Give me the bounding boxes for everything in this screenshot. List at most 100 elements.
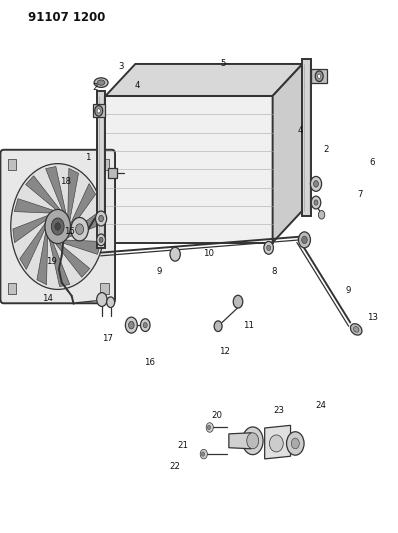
Circle shape (125, 317, 137, 333)
Text: 1: 1 (85, 153, 90, 161)
Text: 13: 13 (367, 313, 378, 321)
Bar (100, 283, 109, 294)
Text: 5: 5 (220, 60, 226, 68)
Text: 14: 14 (42, 294, 53, 303)
Text: 22: 22 (170, 462, 181, 471)
Polygon shape (48, 234, 90, 277)
Text: 24: 24 (315, 401, 326, 409)
Polygon shape (105, 96, 273, 243)
Polygon shape (265, 425, 291, 459)
Text: 18: 18 (60, 177, 71, 185)
Circle shape (140, 319, 150, 332)
Circle shape (206, 423, 213, 432)
Ellipse shape (350, 324, 362, 335)
Circle shape (143, 322, 147, 328)
Circle shape (71, 217, 88, 241)
Circle shape (99, 215, 103, 222)
Text: 9: 9 (345, 286, 351, 295)
Circle shape (55, 223, 60, 230)
Text: 11: 11 (243, 321, 254, 329)
Circle shape (233, 295, 243, 308)
Circle shape (170, 247, 180, 261)
Circle shape (310, 176, 322, 191)
Polygon shape (14, 199, 63, 214)
Text: 20: 20 (211, 411, 222, 420)
Text: 10: 10 (203, 249, 215, 257)
Circle shape (302, 236, 307, 244)
Polygon shape (67, 168, 78, 234)
Circle shape (264, 241, 273, 254)
Polygon shape (46, 166, 69, 227)
Polygon shape (63, 183, 96, 239)
FancyBboxPatch shape (0, 150, 115, 303)
Polygon shape (37, 219, 48, 285)
Text: 6: 6 (369, 158, 375, 167)
Text: 16: 16 (144, 358, 155, 367)
Polygon shape (229, 433, 251, 449)
Circle shape (311, 196, 321, 209)
Text: 21: 21 (178, 441, 189, 449)
Circle shape (318, 74, 321, 78)
Bar (8, 159, 16, 170)
Text: 7: 7 (357, 190, 363, 199)
Circle shape (76, 224, 84, 235)
Circle shape (242, 427, 263, 455)
Circle shape (45, 209, 70, 244)
Circle shape (314, 181, 318, 187)
Polygon shape (58, 211, 103, 241)
Text: 9: 9 (156, 268, 162, 276)
Circle shape (201, 452, 205, 456)
Polygon shape (273, 64, 302, 243)
Circle shape (207, 425, 211, 430)
Polygon shape (25, 176, 67, 219)
Circle shape (96, 211, 107, 226)
Text: 4: 4 (298, 126, 303, 135)
Ellipse shape (98, 80, 105, 85)
Circle shape (314, 200, 318, 205)
Polygon shape (47, 227, 70, 287)
Text: 23: 23 (273, 406, 284, 415)
Polygon shape (105, 64, 302, 96)
Circle shape (267, 245, 271, 251)
Circle shape (11, 164, 105, 289)
Circle shape (51, 218, 64, 235)
Circle shape (287, 432, 304, 455)
Bar (108, 168, 117, 178)
Circle shape (200, 449, 207, 459)
Polygon shape (97, 91, 105, 248)
Polygon shape (52, 239, 101, 254)
Circle shape (129, 321, 134, 329)
Text: 12: 12 (219, 348, 230, 356)
Polygon shape (93, 104, 105, 117)
Circle shape (97, 293, 107, 306)
Polygon shape (20, 214, 52, 270)
Text: 3: 3 (119, 62, 124, 71)
Circle shape (315, 71, 323, 82)
Text: 91107 1200: 91107 1200 (28, 11, 105, 23)
Ellipse shape (94, 78, 108, 87)
Polygon shape (13, 212, 58, 243)
Text: 19: 19 (46, 257, 57, 265)
Circle shape (214, 321, 222, 332)
Circle shape (97, 109, 100, 113)
Text: 2: 2 (324, 145, 329, 154)
Bar (100, 159, 109, 170)
Bar (8, 283, 16, 294)
Circle shape (107, 297, 115, 308)
Ellipse shape (269, 435, 283, 452)
Circle shape (291, 438, 299, 449)
Text: 8: 8 (272, 268, 277, 276)
Circle shape (97, 234, 105, 246)
Circle shape (99, 237, 103, 243)
Text: 17: 17 (102, 334, 113, 343)
Text: 15: 15 (64, 228, 75, 236)
Text: 2: 2 (93, 84, 98, 92)
Polygon shape (311, 69, 327, 83)
Text: 4: 4 (135, 81, 140, 90)
Polygon shape (302, 59, 311, 216)
Circle shape (298, 232, 310, 248)
Circle shape (95, 106, 103, 116)
Circle shape (247, 433, 259, 449)
Circle shape (318, 211, 325, 219)
Ellipse shape (353, 327, 359, 332)
